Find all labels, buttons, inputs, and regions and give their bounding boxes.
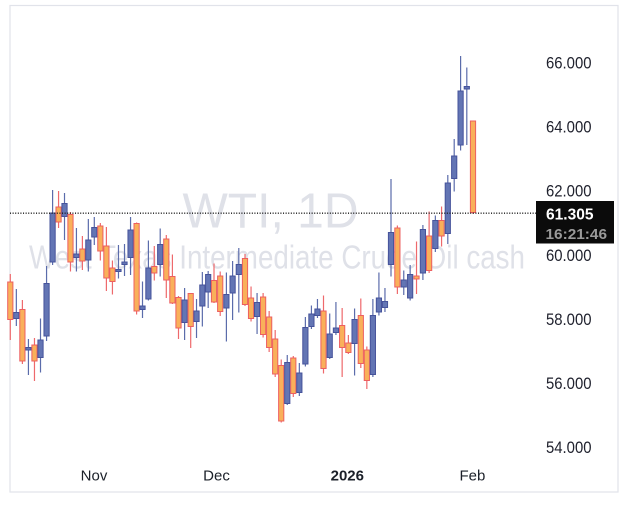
svg-text:2026: 2026 [331,468,364,485]
svg-text:WTI, 1D: WTI, 1D [183,185,359,239]
svg-text:16:21:46: 16:21:46 [546,227,608,243]
svg-text:Dec: Dec [203,468,230,485]
svg-text:62.000: 62.000 [546,183,592,201]
svg-text:64.000: 64.000 [546,119,592,137]
svg-text:Feb: Feb [459,468,485,485]
svg-text:54.000: 54.000 [546,439,592,457]
svg-text:66.000: 66.000 [546,55,592,73]
svg-text:56.000: 56.000 [546,375,592,393]
svg-text:58.000: 58.000 [546,311,592,329]
svg-text:60.000: 60.000 [546,247,592,265]
svg-text:61.305: 61.305 [546,207,594,224]
svg-text:Nov: Nov [81,468,108,485]
